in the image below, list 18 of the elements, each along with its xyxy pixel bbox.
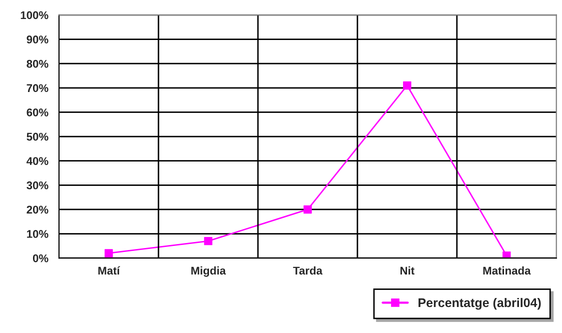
y-tick-label: 100% xyxy=(20,11,48,20)
y-tick-label: 50% xyxy=(26,132,48,141)
y-tick-label: 80% xyxy=(26,60,48,68)
x-tick-label: Nit xyxy=(400,266,414,275)
y-tick-label: 20% xyxy=(26,206,48,214)
y-tick-label: 10% xyxy=(27,230,48,238)
y-tick-label: 0% xyxy=(32,254,48,262)
legend-label: Percentatge (abril04) xyxy=(418,298,541,310)
y-tick-label: 30% xyxy=(26,181,48,190)
point xyxy=(104,249,113,258)
y-tick-label: 40% xyxy=(26,157,48,165)
x-tick-label: Migdia xyxy=(191,266,226,277)
y-tick-label: 90% xyxy=(26,36,48,44)
y-tick-label: 70% xyxy=(26,84,48,92)
y-tick-label: 60% xyxy=(26,108,48,116)
x-tick-label: Matinada xyxy=(483,266,531,275)
x-tick-label: Tarda xyxy=(293,266,322,275)
x-tick-label: Matí xyxy=(98,266,120,275)
